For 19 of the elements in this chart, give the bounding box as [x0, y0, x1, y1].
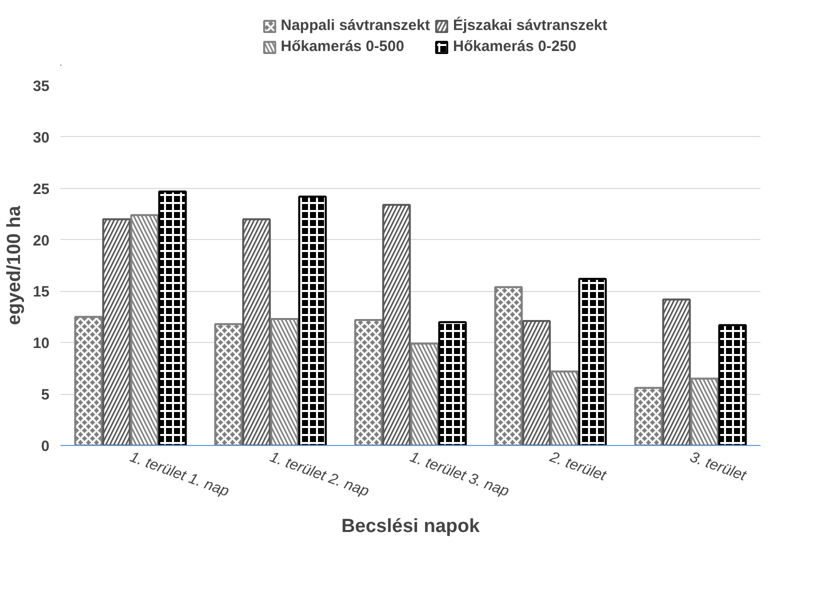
y-tick-label: 0 [41, 438, 50, 455]
y-tick-label: 20 [32, 232, 50, 250]
y-tick-label: 15 [32, 284, 50, 301]
y-tick-label: 10 [32, 335, 50, 352]
x-tick-label: 1. terület 1. nap [128, 448, 232, 500]
y-axis-title: egyed/100 ha [4, 205, 25, 326]
legend-label: Nappali sávtranszekt [280, 17, 430, 34]
x-tick-label: 2. terület [546, 448, 610, 485]
x-tick-label: 1. terület 2. nap [268, 448, 372, 500]
y-tick-label: 30 [32, 129, 50, 146]
legend-label: Hőkamerás 0-500 [280, 38, 404, 55]
y-tick-label: 25 [32, 180, 50, 198]
x-axis-title: Becslési napok [341, 516, 480, 538]
legend-label: Éjszakai sávtranszekt [452, 17, 608, 34]
x-tick-label: 3. terület [688, 448, 750, 485]
legend-label: Hőkamerás 0-250 [452, 38, 576, 55]
y-tick-label: 35 [32, 78, 50, 95]
x-tick-label: 1. terület 3. nap [408, 448, 512, 500]
y-tick-label: 5 [41, 386, 50, 404]
